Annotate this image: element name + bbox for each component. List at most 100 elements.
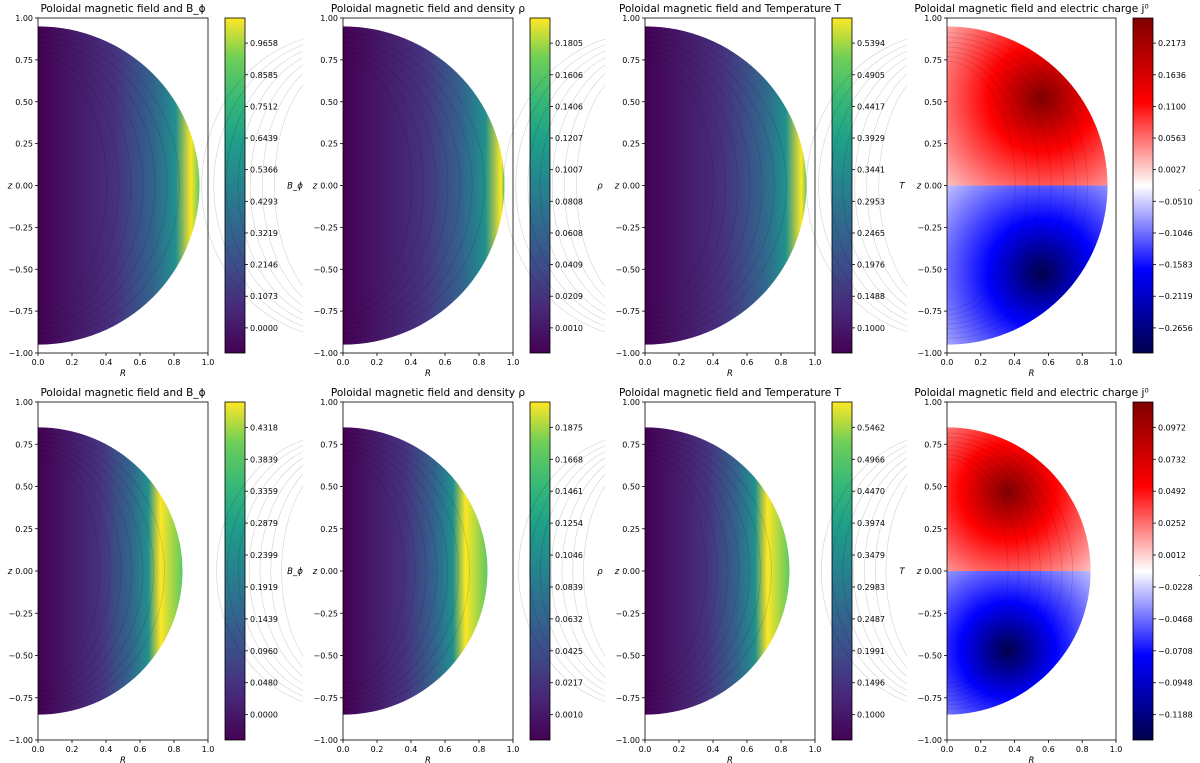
colorbar-tick-label: 0.0425 [555, 647, 583, 656]
y-tick-label: 1.00 [924, 14, 942, 23]
colorbar-tick-label: 0.1606 [555, 71, 583, 80]
panel-title: Poloidal magnetic field and B_ϕ [40, 3, 205, 15]
x-tick-label: 0.2 [673, 745, 686, 754]
colorbar-tick-label: 0.0209 [555, 292, 583, 301]
y-tick-label: −0.25 [313, 609, 338, 618]
colorbar-tick-label: 0.4966 [857, 455, 885, 464]
colorbar-tick-label: 0.0808 [555, 197, 583, 206]
x-tick-label: 1.0 [507, 358, 520, 367]
y-tick-label: 0.25 [320, 525, 338, 534]
colorbar-tick-label: −0.0228 [1158, 583, 1193, 592]
y-tick-label: −1.00 [313, 349, 338, 358]
field-region [343, 26, 505, 345]
y-tick-label: −0.50 [615, 652, 640, 661]
colorbar-tick-label: 0.2983 [857, 583, 885, 592]
y-tick-label: −0.25 [917, 609, 942, 618]
panel-title: Poloidal magnetic field and electric cha… [914, 3, 1148, 15]
y-tick-label: −0.50 [615, 265, 640, 274]
x-tick-label: 0.8 [775, 745, 788, 754]
y-tick-label: −0.75 [313, 694, 338, 703]
colorbar-tick-label: 0.0839 [555, 583, 583, 592]
y-tick-label: 1.00 [15, 14, 33, 23]
x-tick-label: 0.0 [337, 358, 350, 367]
y-tick-label: −0.50 [8, 652, 33, 661]
y-tick-label: 0.75 [15, 440, 33, 449]
x-tick-label: 0.4 [405, 745, 418, 754]
colorbar-tick-label: 0.0409 [555, 261, 583, 270]
panel-title: Poloidal magnetic field and electric cha… [914, 387, 1148, 399]
y-tick-label: −1.00 [8, 349, 33, 358]
x-tick-label: 0.0 [639, 745, 652, 754]
colorbar [831, 401, 853, 741]
mask [0, 402, 38, 740]
y-tick-label: −0.50 [917, 265, 942, 274]
y-tick-label: 0.75 [924, 440, 942, 449]
colorbar-label: ρ [597, 182, 603, 192]
y-tick-label: −0.50 [313, 652, 338, 661]
colorbar-label: B_ϕ [287, 567, 303, 577]
colorbar-tick-label: 0.1496 [857, 679, 885, 688]
panel-4: Poloidal magnetic field and electric cha… [806, 3, 1200, 379]
x-tick-label: 0.6 [134, 358, 147, 367]
x-tick-label: 1.0 [809, 358, 822, 367]
x-tick-label: 1.0 [1110, 745, 1123, 754]
x-tick-label: 0.6 [741, 745, 754, 754]
mask [605, 18, 645, 353]
y-tick-label: −0.50 [8, 265, 33, 274]
y-axis-label: z [916, 567, 922, 577]
y-tick-label: −0.25 [615, 609, 640, 618]
y-tick-label: 0.00 [320, 567, 338, 576]
colorbar-tick-label: 0.4417 [857, 102, 885, 111]
colorbar-tick-label: 0.1254 [555, 519, 583, 528]
y-tick-label: 0.75 [320, 56, 338, 65]
y-tick-label: 0.75 [924, 56, 942, 65]
y-tick-label: 0.00 [924, 567, 942, 576]
panel-1: Poloidal magnetic field and B_ϕ 0.0 0.2 0.4… [0, 3, 303, 379]
y-tick-label: −1.00 [313, 736, 338, 745]
x-tick-label: 0.8 [168, 745, 181, 754]
x-tick-label: 0.2 [371, 358, 384, 367]
y-tick-label: 0.00 [622, 567, 640, 576]
colorbar-tick-label: −0.0468 [1158, 615, 1193, 624]
panel-3: Poloidal magnetic field and Temperature … [503, 3, 905, 379]
x-tick-label: 0.0 [32, 745, 45, 754]
y-tick-label: 0.00 [15, 567, 33, 576]
colorbar-label: T [899, 182, 905, 192]
y-tick-label: 0.50 [924, 483, 942, 492]
mask [907, 18, 947, 353]
x-tick-label: 1.0 [202, 358, 215, 367]
x-tick-label: 0.4 [405, 358, 418, 367]
panel-8: Poloidal magnetic field and electric cha… [821, 387, 1200, 763]
y-tick-label: 0.75 [622, 56, 640, 65]
y-tick-label: 0.25 [924, 525, 942, 534]
x-axis-label: R [727, 369, 733, 379]
mask [605, 402, 645, 740]
colorbar-tick-label: 0.8585 [250, 71, 278, 80]
colorbar-tick-label: −0.0510 [1158, 197, 1193, 206]
colorbar-tick-label: 0.3479 [857, 551, 885, 560]
colorbar-tick-label: 0.1207 [555, 134, 583, 143]
x-tick-label: 0.6 [1042, 745, 1055, 754]
y-tick-label: −0.75 [917, 307, 942, 316]
colorbar-tick-label: 0.0563 [1158, 134, 1186, 143]
x-tick-label: 0.0 [337, 745, 350, 754]
x-axis-label: R [120, 756, 126, 763]
colorbar-tick-label: 0.4470 [857, 487, 885, 496]
y-tick-label: 0.50 [15, 483, 33, 492]
y-tick-label: −1.00 [615, 736, 640, 745]
mask [907, 402, 947, 740]
colorbar-tick-label: −0.1583 [1158, 261, 1193, 270]
y-axis-label: z [312, 567, 318, 577]
x-tick-label: 0.0 [32, 358, 45, 367]
x-tick-label: 0.8 [473, 745, 486, 754]
y-tick-label: −0.25 [8, 223, 33, 232]
colorbar-tick-label: 0.0608 [555, 229, 583, 238]
colorbar-tick-label: 0.0960 [250, 647, 278, 656]
y-tick-label: −0.25 [8, 609, 33, 618]
colorbar-tick-label: 0.1668 [555, 455, 583, 464]
colorbar-tick-label: 0.0972 [1158, 423, 1186, 432]
y-tick-label: −0.25 [313, 223, 338, 232]
field-region [343, 427, 488, 715]
colorbar-tick-label: 0.0632 [555, 615, 583, 624]
